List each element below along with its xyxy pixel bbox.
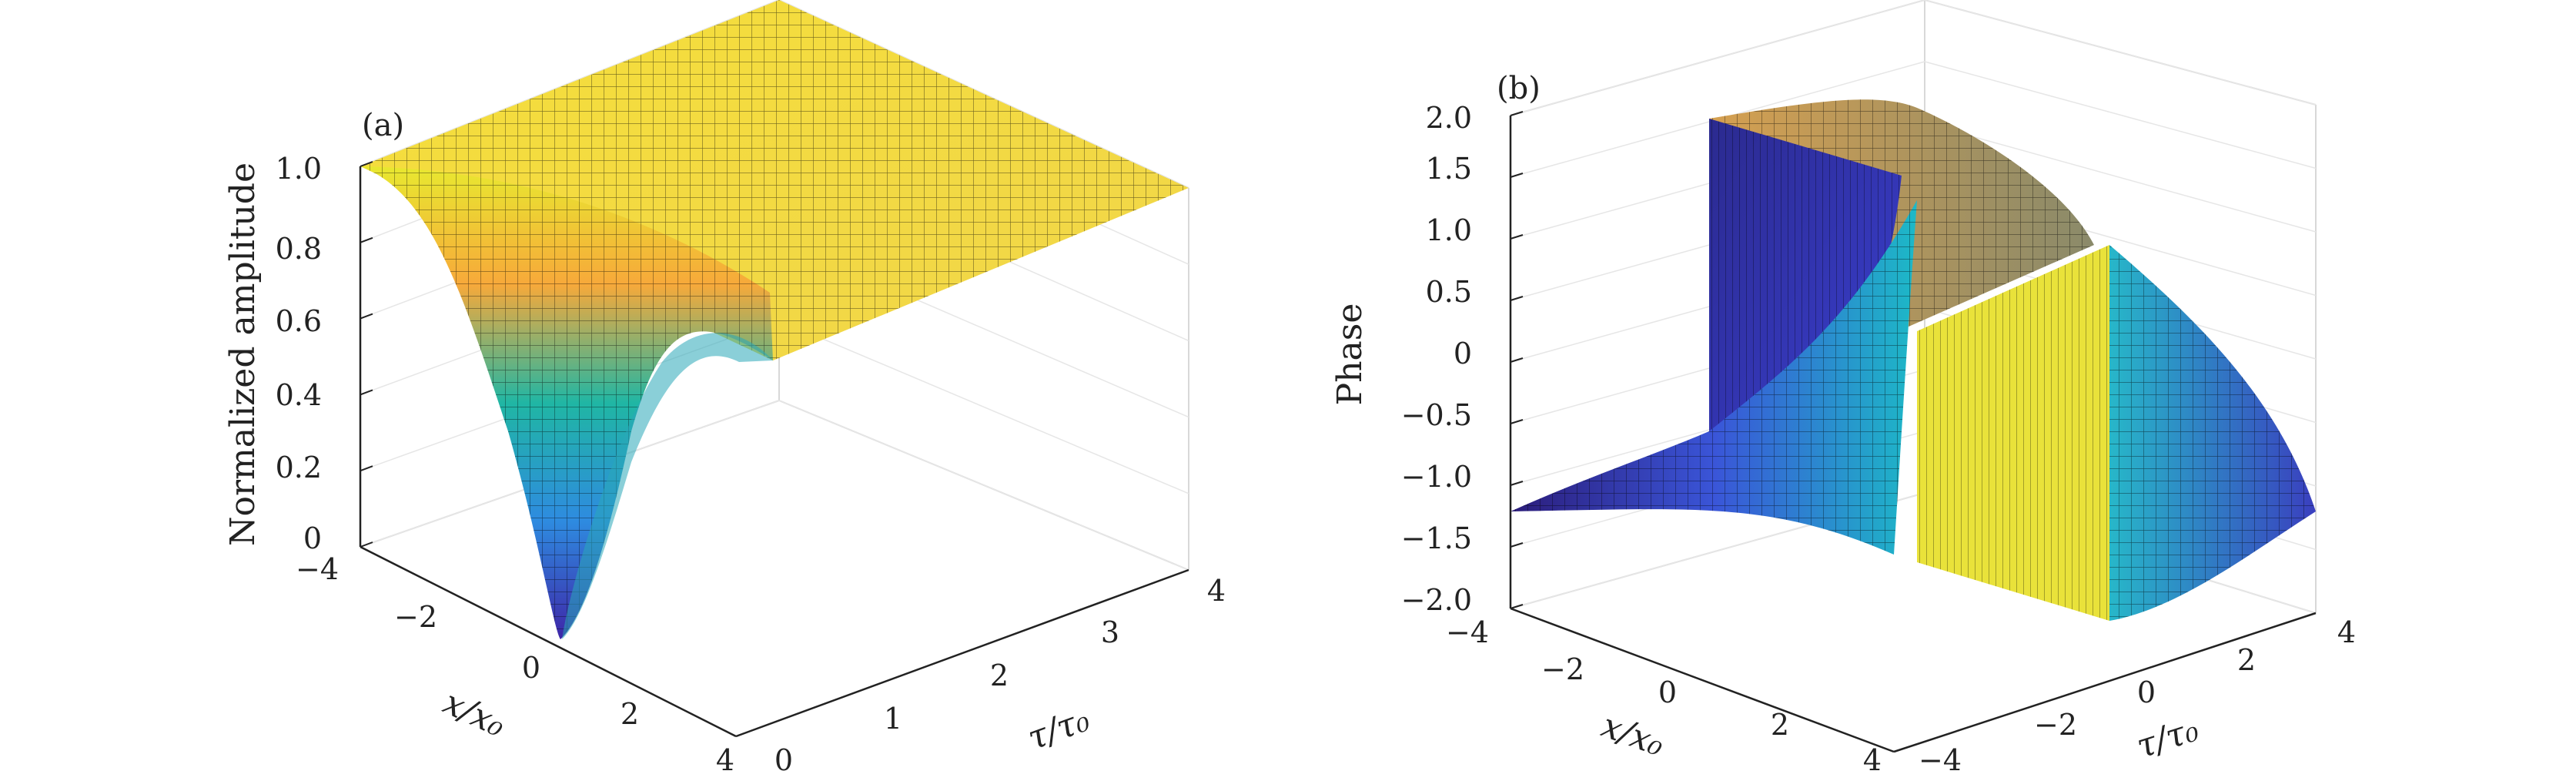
panel-b-gridline [1924, 0, 2317, 106]
panel-a-ytick: 1 [884, 702, 902, 736]
panel-a-ztick: 0.4 [276, 378, 322, 412]
panel-b-ztick: −2.0 [1401, 583, 1472, 617]
panel-b-label: (b) [1497, 71, 1541, 106]
panel-b-gridline [1924, 61, 2317, 169]
panel-b-surface [1510, 99, 2316, 621]
panel-b-ztick: 2.0 [1426, 101, 1472, 135]
panel-a: 0 0.2 0.4 0.6 0.8 1.0 −4 −2 0 2 4 0 1 2 … [223, 0, 1226, 777]
panel-b-ztick: 0.5 [1426, 275, 1472, 309]
panel-b-ztick: 0 [1454, 337, 1472, 370]
panel-a-xtick: −4 [296, 552, 339, 586]
panel-b-ztick: −1.0 [1401, 460, 1472, 494]
panel-b-ztick-mark [1510, 296, 1524, 301]
panel-a-ticks [360, 161, 373, 548]
panel-b-ztick-mark [1510, 111, 1524, 116]
panel-b: −2.0 −1.5 −1.0 −0.5 0 0.5 1.0 1.5 2.0 −4… [1330, 0, 2356, 777]
panel-a-ztick: 1.0 [276, 152, 322, 186]
panel-b-ztick: −1.5 [1401, 521, 1472, 555]
panel-a-ztick-mark [360, 465, 373, 472]
panel-a-gridline [778, 400, 1189, 571]
panel-b-xtick: 2 [1771, 708, 1789, 742]
panel-a-label: (a) [362, 108, 404, 143]
panel-b-ytick: 4 [2337, 615, 2356, 649]
panel-b-ytick: 2 [2237, 643, 2256, 677]
panel-a-xtick: −2 [394, 600, 437, 634]
panel-b-ztick-mark [1510, 419, 1524, 424]
panel-b-xlabel: x/x₀ [1597, 706, 1670, 764]
panel-b-ytick: 0 [2137, 675, 2156, 709]
panel-a-ztick: 0.8 [276, 232, 322, 266]
panel-b-ylabel: τ/τ₀ [2132, 709, 2203, 766]
panel-a-ztick-mark [360, 541, 373, 548]
panel-b-ztick-mark [1510, 542, 1524, 548]
panel-a-ytick: 3 [1101, 615, 1119, 649]
panel-a-xtick: 2 [621, 697, 639, 731]
panel-b-ztick-mark [1510, 481, 1524, 486]
panel-b-xtick: −2 [1541, 652, 1584, 686]
panel-b-ztick: 1.5 [1426, 152, 1472, 186]
panel-b-ytick: −4 [1919, 743, 1962, 777]
panel-a-xtick: 0 [522, 651, 540, 685]
panel-a-gridline [778, 320, 1189, 494]
panel-a-ztick-mark [360, 161, 373, 167]
panel-b-zlabel: Phase [1330, 303, 1370, 406]
panel-b-ztick: −0.5 [1401, 398, 1472, 432]
panel-b-xtick: −4 [1446, 615, 1489, 649]
panel-a-ytick: 2 [990, 659, 1009, 692]
panel-b-ztick-mark [1510, 234, 1524, 240]
panel-a-surface [360, 0, 1189, 639]
panel-a-xlabel: x/x₀ [437, 682, 511, 745]
panel-a-ztick: 0 [303, 521, 322, 555]
panel-b-ztick: 1.0 [1426, 213, 1472, 247]
panel-a-ztick: 0.2 [276, 451, 322, 484]
panel-a-ytick: 4 [1207, 574, 1226, 608]
panel-a-ztick-mark [360, 313, 373, 320]
panel-b-ticks [1510, 111, 1524, 609]
panel-b-ytick: −2 [2034, 708, 2077, 742]
panel-a-axes [359, 166, 1189, 738]
panel-b-gridline [1924, 122, 2317, 233]
panel-b-ztick-mark [1510, 604, 1524, 609]
panel-b-ztick-mark [1510, 173, 1524, 178]
panel-a-xtick: 4 [716, 743, 734, 777]
panel-a-ztick: 0.6 [276, 304, 322, 338]
panel-b-gridline [1510, 0, 1925, 116]
panel-a-zlabel: Normalized amplitude [223, 163, 263, 546]
panel-a-ztick-mark [360, 236, 373, 243]
panel-b-ztick-mark [1510, 357, 1524, 363]
panel-a-ytick: 0 [774, 743, 793, 777]
panel-b-xtick: 0 [1658, 675, 1677, 709]
panel-a-ylabel: τ/τ₀ [1022, 699, 1095, 758]
panel-b-xtick: 4 [1863, 743, 1882, 777]
panel-a-ztick-mark [360, 389, 373, 396]
